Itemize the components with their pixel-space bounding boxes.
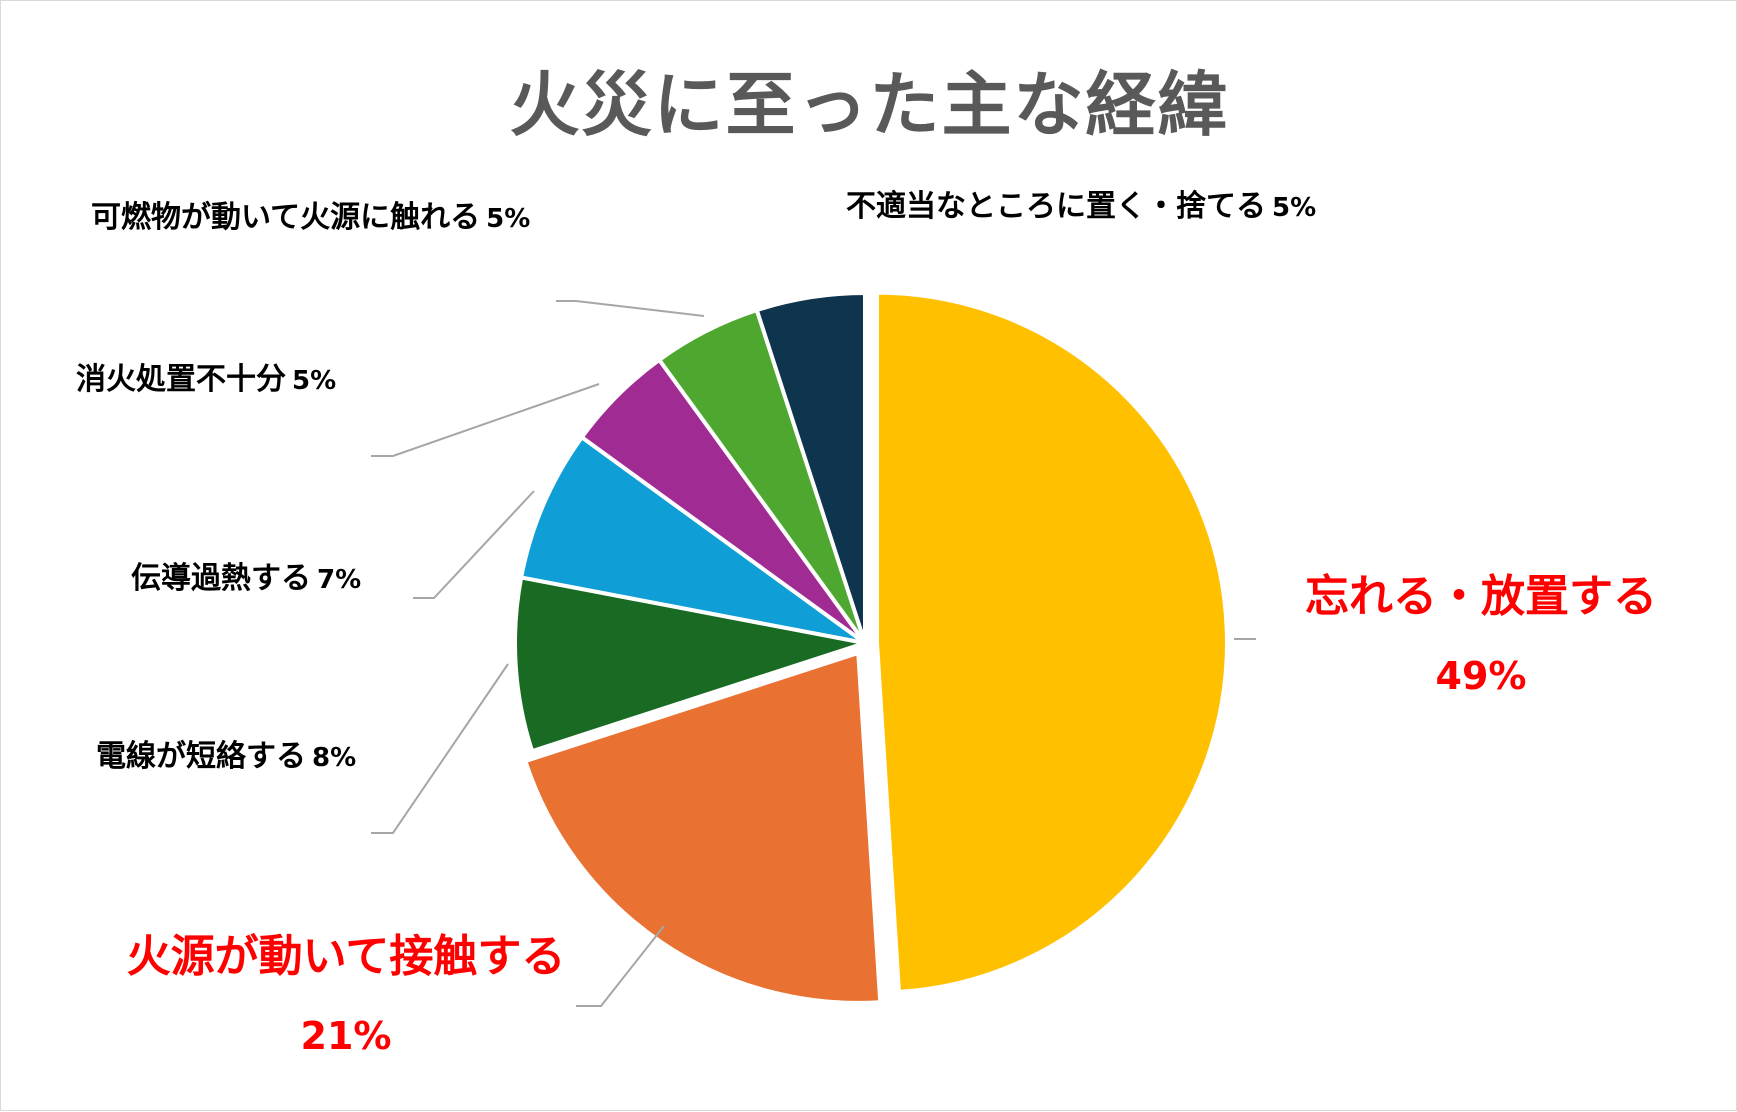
leader-line-3 <box>371 663 509 834</box>
leader-line-4 <box>413 490 535 599</box>
slice-pct-2: 21% <box>301 1014 392 1058</box>
slice-pct-1: 49% <box>1436 654 1527 698</box>
pie-slices <box>513 290 1229 1005</box>
slice-label-1: 忘れる・放置する <box>1305 571 1657 622</box>
slice-label-3: 電線が短絡する 8% <box>96 739 356 774</box>
chart-title: 火災に至った主な経緯 <box>509 64 1230 146</box>
slice-label-5: 消火処置不十分 5% <box>76 362 336 397</box>
pie-slice-1 <box>874 290 1229 994</box>
pie-slice-7 <box>754 291 867 645</box>
pie-slice-3 <box>513 575 867 754</box>
pie-slice-4 <box>519 435 867 645</box>
pie-slice-2 <box>523 650 883 1005</box>
slice-label-6: 可燃物が動いて火源に触れる 5% <box>91 200 530 235</box>
slice-label-2: 火源が動いて接触する <box>127 931 566 982</box>
slice-label-7: 不適当なところに置く・捨てる 5% <box>846 189 1316 224</box>
leader-line-5 <box>371 383 600 457</box>
leader-line-6 <box>556 300 705 317</box>
leader-line-2 <box>576 925 665 1007</box>
slice-label-4: 伝導過熱する 7% <box>131 561 361 596</box>
